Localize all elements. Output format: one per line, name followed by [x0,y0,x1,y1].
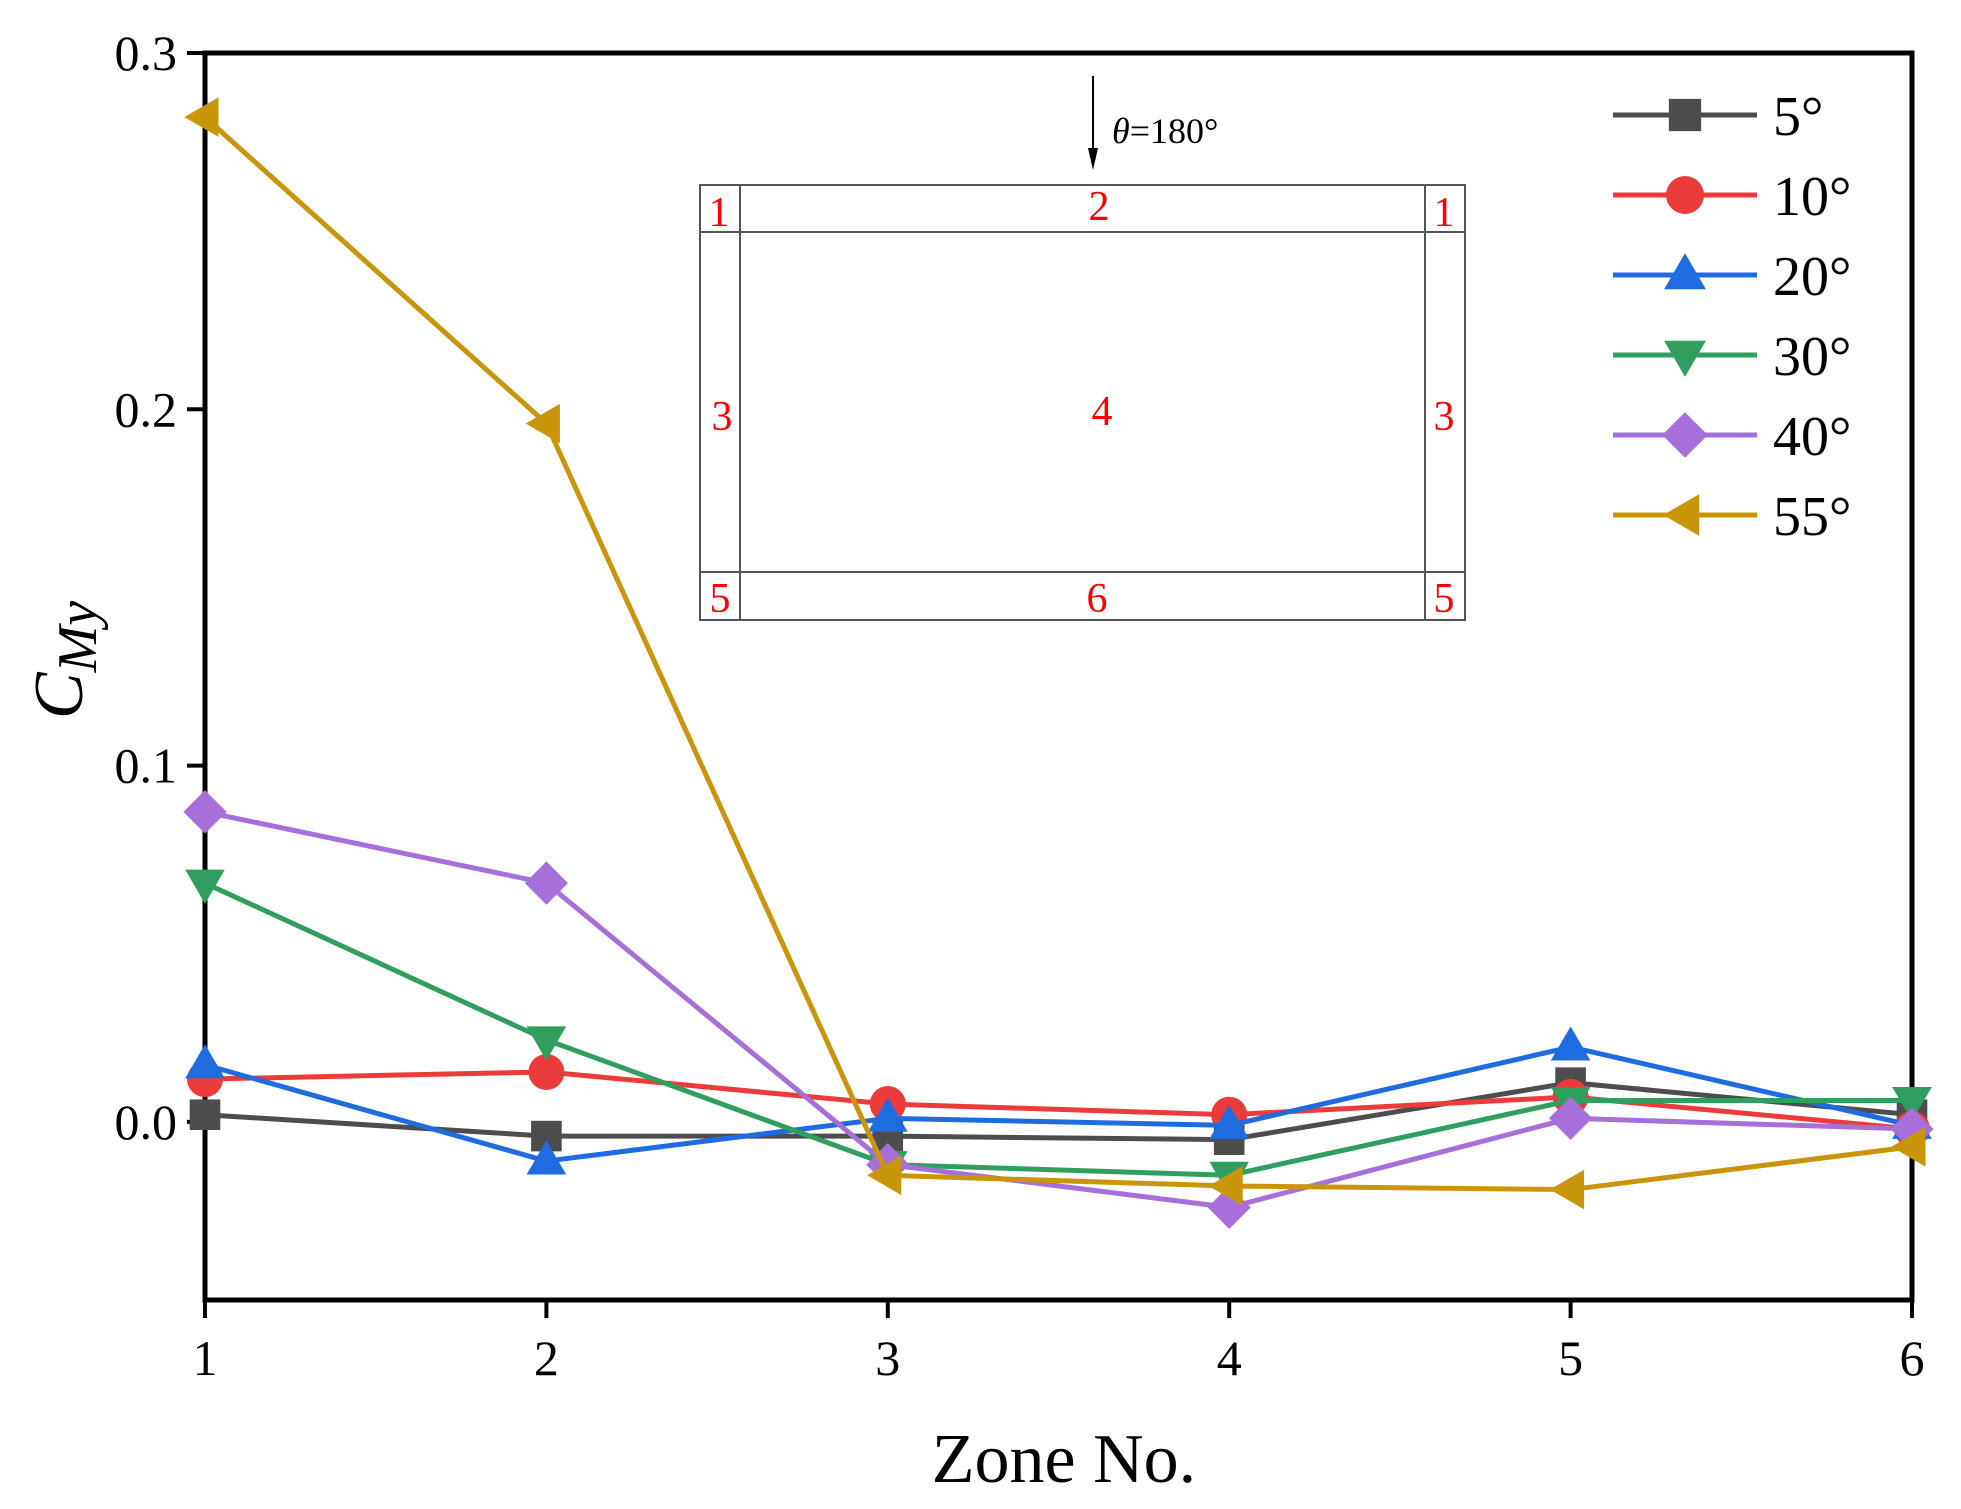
wind-direction-label: θ=180° [1112,111,1218,151]
data-point [525,403,560,444]
plot-frame [202,50,1915,1303]
legend-label: 40° [1773,406,1851,468]
legend-item: 10° [1613,166,1851,228]
legend: 5° 10° 20° 30° 40° 55° [1613,86,1851,548]
legend-marker [1664,340,1706,377]
series-line [204,809,1913,1210]
data-point [528,1053,565,1090]
series-line [203,880,1912,1178]
legend-marker [1666,176,1704,214]
legend-label: 30° [1773,326,1851,388]
data-point [867,1155,902,1196]
data-point [526,1026,567,1061]
data-point [868,1097,908,1132]
legend-item: 20° [1613,246,1851,308]
legend-label: 20° [1773,246,1851,308]
data-point [189,1099,221,1131]
zone-label-bot-left: 5 [710,576,731,622]
legend-label: 10° [1773,166,1851,228]
zone-label-mid-mid: 4 [1092,389,1113,435]
wind-theta-symbol: θ [1112,111,1130,151]
axes: 1 2 3 4 5 6 0.0 0.1 0.2 0.3 [115,25,1925,1386]
data-point [1209,1104,1249,1139]
y-axis-title-sub: My [47,601,109,674]
y-tick-label: 0.3 [115,25,178,81]
series-layer [183,97,1934,1229]
y-tick-label: 0.1 [115,738,178,794]
x-tick-label: 4 [1217,1330,1242,1386]
data-point [183,790,227,834]
zone-label-bot-mid: 6 [1087,576,1108,622]
inset-outer-rect [699,184,1466,621]
svg-text:CMy: CMy [21,601,109,719]
data-point [184,97,219,137]
data-point [1549,1096,1593,1140]
data-point [1208,1166,1243,1206]
data-point [1891,1126,1926,1167]
legend-item: 40° [1613,406,1851,468]
legend-marker [1663,494,1700,536]
series-line [204,1044,1913,1164]
legend-item: 55° [1613,486,1851,548]
wind-arrow-head [1088,148,1098,170]
data-point [185,869,225,904]
zone-label-mid-right: 3 [1434,394,1455,440]
series-line [204,1080,1913,1143]
series-55deg [184,97,1926,1210]
legend-marker [1662,412,1708,458]
data-point [1207,1185,1251,1229]
legend-marker [1664,253,1706,290]
data-point [1549,1169,1585,1210]
x-tick-label: 1 [193,1330,218,1386]
x-tick-label: 2 [534,1330,559,1386]
zone-label-top-mid: 2 [1089,184,1110,230]
data-point [526,1140,567,1175]
data-point [524,861,568,905]
zone-label-top-left: 1 [709,190,730,236]
x-axis-title: Zone No. [932,1421,1196,1498]
zone-label-mid-left: 3 [712,394,733,440]
series-30deg [185,869,1932,1196]
data-point [1550,1026,1591,1061]
y-axis-title-main: C [21,671,98,719]
data-point [185,1044,225,1079]
x-tick-label: 6 [1900,1330,1925,1386]
series-40deg [183,790,1934,1229]
legend-item: 30° [1613,326,1851,388]
x-tick-label: 5 [1558,1330,1583,1386]
legend-marker [1668,98,1702,132]
legend-label: 55° [1773,486,1851,548]
y-tick-label: 0.0 [115,1094,178,1150]
inset-diagram: θ=180° 1 2 1 3 4 3 5 6 5 [699,76,1466,622]
y-tick-label: 0.2 [115,381,178,437]
series-line [203,115,1913,1193]
legend-item: 5° [1613,86,1823,148]
zone-label-bot-right: 5 [1434,576,1455,622]
wind-theta-value: =180° [1130,111,1219,151]
zone-label-top-right: 1 [1434,190,1455,236]
legend-label: 5° [1773,86,1823,148]
y-axis-title: CMy [21,601,109,719]
x-tick-label: 3 [875,1330,900,1386]
data-point [1892,1086,1932,1122]
